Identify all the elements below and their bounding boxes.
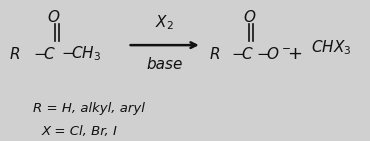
Text: $X_2$: $X_2$	[155, 13, 174, 32]
Text: base: base	[147, 57, 183, 72]
Text: $R$: $R$	[9, 46, 20, 62]
Text: X = Cl, Br, I: X = Cl, Br, I	[41, 125, 118, 138]
Text: $CHX_3$: $CHX_3$	[311, 39, 352, 57]
Text: $-\!CH_3$: $-\!CH_3$	[61, 44, 101, 63]
Text: $R$: $R$	[209, 46, 220, 62]
Text: $-\!C$: $-\!C$	[33, 46, 56, 62]
Text: $O$: $O$	[243, 9, 256, 25]
Text: $-\!O^-$: $-\!O^-$	[256, 46, 292, 62]
Text: R = H, alkyl, aryl: R = H, alkyl, aryl	[33, 102, 145, 115]
Text: $-\!C$: $-\!C$	[231, 46, 254, 62]
Text: +: +	[287, 45, 302, 63]
Text: $O$: $O$	[47, 9, 60, 25]
